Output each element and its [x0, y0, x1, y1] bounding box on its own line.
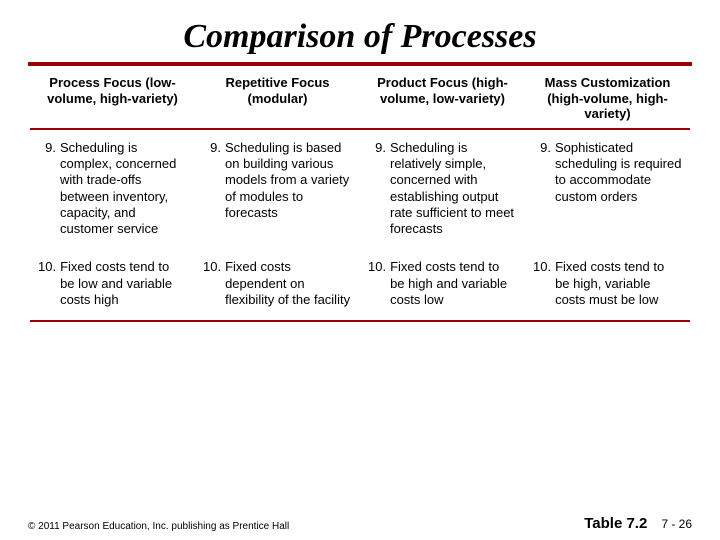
item-number: 10.	[203, 259, 225, 308]
cell: 10. Fixed costs tend to be high and vari…	[368, 259, 517, 308]
cell: 9. Scheduling is relatively simple, conc…	[368, 140, 517, 238]
item-text: Fixed costs dependent on flexibility of …	[225, 259, 352, 308]
item-text: Scheduling is relatively simple, concern…	[390, 140, 517, 238]
page-number: 7 - 26	[661, 517, 692, 531]
cell: 9. Scheduling is complex, concerned with…	[38, 140, 187, 238]
comparison-table: Process Focus (low-volume, high-variety)…	[30, 75, 690, 322]
item-text: Scheduling is complex, concerned with tr…	[60, 140, 187, 238]
col-header-1: Repetitive Focus (modular)	[195, 75, 360, 128]
bottom-rule	[30, 320, 690, 322]
item-number: 10.	[533, 259, 555, 308]
table-row: 10. Fixed costs tend to be low and varia…	[30, 249, 690, 320]
item-text: Fixed costs tend to be low and variable …	[60, 259, 187, 308]
item-text: Scheduling is based on building various …	[225, 140, 352, 221]
item-text: Fixed costs tend to be high, variable co…	[555, 259, 682, 308]
item-number: 9.	[203, 140, 225, 221]
cell: 10. Fixed costs tend to be low and varia…	[38, 259, 187, 308]
slide-title: Comparison of Processes	[28, 18, 692, 56]
item-number: 10.	[38, 259, 60, 308]
table-header-row: Process Focus (low-volume, high-variety)…	[30, 75, 690, 128]
cell: 9. Scheduling is based on building vario…	[203, 140, 352, 221]
item-text: Sophisticated scheduling is required to …	[555, 140, 682, 205]
item-number: 9.	[38, 140, 60, 238]
item-text: Fixed costs tend to be high and variable…	[390, 259, 517, 308]
cell: 9. Sophisticated scheduling is required …	[533, 140, 682, 205]
table-row: 9. Scheduling is complex, concerned with…	[30, 130, 690, 250]
title-rule	[28, 62, 692, 66]
cell: 10. Fixed costs dependent on flexibility…	[203, 259, 352, 308]
footer: © 2011 Pearson Education, Inc. publishin…	[28, 515, 692, 532]
col-header-0: Process Focus (low-volume, high-variety)	[30, 75, 195, 128]
item-number: 10.	[368, 259, 390, 308]
col-header-2: Product Focus (high-volume, low-variety)	[360, 75, 525, 128]
item-number: 9.	[368, 140, 390, 238]
table-reference: Table 7.2	[584, 515, 647, 532]
cell: 10. Fixed costs tend to be high, variabl…	[533, 259, 682, 308]
col-header-3: Mass Customization (high-volume, high-va…	[525, 75, 690, 128]
item-number: 9.	[533, 140, 555, 205]
copyright-text: © 2011 Pearson Education, Inc. publishin…	[28, 521, 289, 532]
